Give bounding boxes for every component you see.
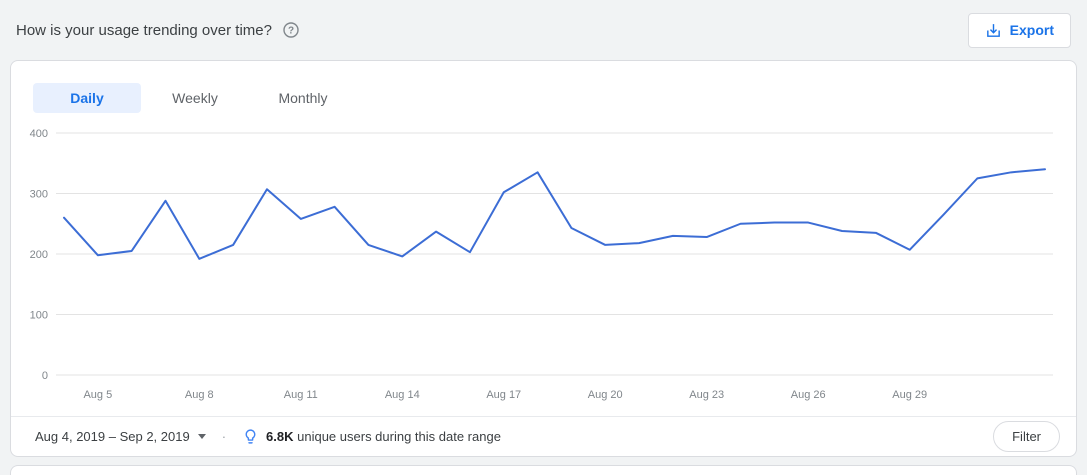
svg-text:Aug 17: Aug 17: [486, 389, 521, 401]
svg-text:Aug 11: Aug 11: [284, 389, 318, 401]
chevron-down-icon: [197, 434, 206, 439]
svg-text:300: 300: [30, 189, 48, 201]
svg-text:Aug 8: Aug 8: [185, 389, 214, 401]
card-footer: Aug 4, 2019 – Sep 2, 2019 · 6.8K unique …: [11, 416, 1076, 456]
header-left: How is your usage trending over time? ?: [16, 21, 300, 39]
svg-text:100: 100: [30, 310, 48, 322]
separator-dot: ·: [221, 429, 227, 444]
svg-text:Aug 26: Aug 26: [791, 389, 826, 401]
lightbulb-icon: [242, 428, 259, 445]
insight-text: unique users during this date range: [297, 429, 501, 444]
svg-text:400: 400: [30, 128, 48, 140]
filter-button[interactable]: Filter: [993, 421, 1060, 452]
svg-text:?: ?: [288, 26, 294, 37]
insight-value: 6.8K: [266, 429, 294, 444]
svg-text:Aug 20: Aug 20: [588, 389, 623, 401]
tab-weekly[interactable]: Weekly: [172, 90, 218, 106]
export-button-label: Export: [1009, 22, 1054, 38]
svg-text:Aug 14: Aug 14: [385, 389, 420, 401]
svg-text:0: 0: [42, 370, 48, 382]
svg-text:Aug 23: Aug 23: [689, 389, 724, 401]
svg-text:Aug 29: Aug 29: [892, 389, 927, 401]
insight-note: 6.8K unique users during this date range: [242, 428, 501, 445]
next-card-partial: [10, 465, 1077, 475]
usage-line-chart[interactable]: 0 100 200 300 400 Aug 5 Aug 8 Aug 11 Aug 14 Aug 1…: [11, 113, 1076, 416]
insight-text-wrap: 6.8K unique users during this date range: [266, 429, 501, 444]
tab-monthly[interactable]: Monthly: [278, 90, 328, 106]
tab-daily[interactable]: Daily: [33, 83, 141, 113]
page-title: How is your usage trending over time?: [16, 21, 272, 39]
svg-text:200: 200: [30, 249, 48, 261]
export-button[interactable]: Export: [967, 12, 1071, 48]
download-icon: [985, 22, 1002, 39]
usage-line-chart-svg: 0 100 200 300 400 Aug 5 Aug 8 Aug 11 Aug 14 Aug 1…: [30, 128, 1053, 401]
date-range-label: Aug 4, 2019 – Sep 2, 2019: [35, 429, 190, 444]
svg-text:Aug 5: Aug 5: [83, 389, 112, 401]
date-range-selector[interactable]: Aug 4, 2019 – Sep 2, 2019: [35, 429, 206, 444]
help-icon[interactable]: ?: [282, 21, 300, 39]
granularity-tab-bar: Daily Weekly Monthly: [11, 61, 1076, 113]
page-header: How is your usage trending over time? ? …: [0, 0, 1087, 60]
usage-trend-card: Daily Weekly Monthly 0 100 200 300 400 Aug 5 A…: [10, 60, 1077, 457]
